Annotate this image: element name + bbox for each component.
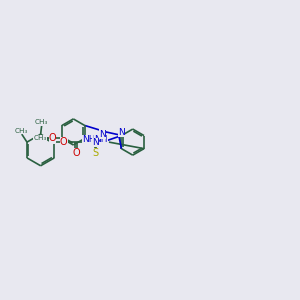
Text: N: N bbox=[93, 138, 99, 147]
Text: O: O bbox=[72, 148, 80, 158]
Text: CH₃: CH₃ bbox=[15, 128, 28, 134]
Text: O: O bbox=[49, 134, 56, 143]
Text: NH: NH bbox=[94, 135, 107, 144]
Text: CH₃: CH₃ bbox=[33, 136, 46, 142]
Text: NH: NH bbox=[82, 135, 96, 144]
Text: O: O bbox=[60, 137, 68, 147]
Text: S: S bbox=[92, 148, 99, 158]
Text: N: N bbox=[118, 128, 125, 137]
Text: CH₃: CH₃ bbox=[35, 119, 48, 125]
Text: N: N bbox=[99, 130, 106, 139]
